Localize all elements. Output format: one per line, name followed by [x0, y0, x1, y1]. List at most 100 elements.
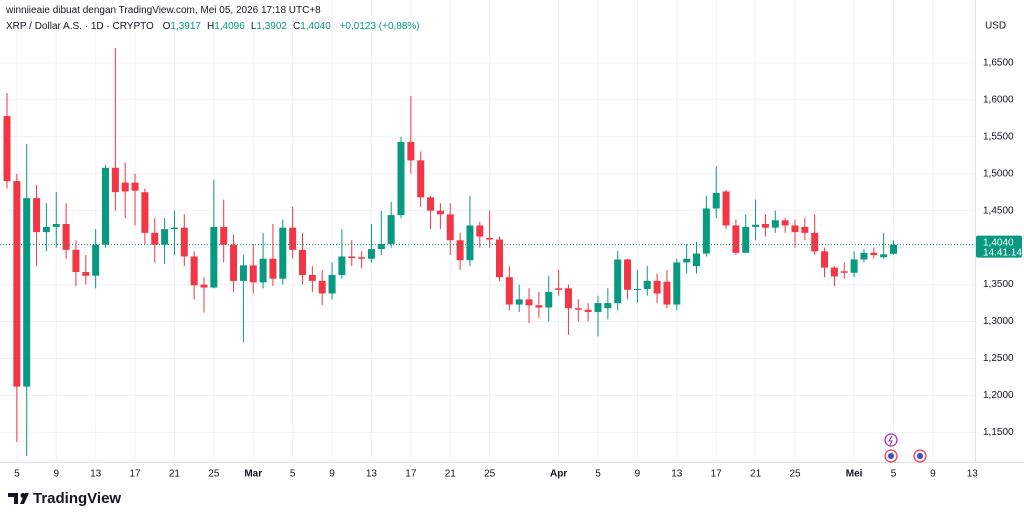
candle-body — [821, 251, 829, 268]
candle-body — [348, 256, 356, 258]
x-tick-label: 17 — [405, 469, 417, 480]
x-tick-label: 13 — [671, 469, 683, 480]
x-tick-label: 25 — [208, 469, 220, 480]
event-icon-glyph — [917, 453, 923, 459]
candles — [0, 48, 975, 457]
candle-body — [397, 141, 405, 216]
ohlc-item: O1,3917 — [163, 21, 201, 32]
candle-body — [614, 259, 622, 304]
candle-body — [190, 256, 198, 286]
candle-body — [752, 224, 760, 227]
candle-body — [505, 277, 513, 305]
axes: 1,15001,20001,25001,30001,35001,40001,45… — [14, 57, 1022, 479]
x-tick-label: 25 — [484, 469, 496, 480]
candle-body — [880, 254, 888, 258]
x-tick-label: 13 — [366, 469, 378, 480]
candle-body — [62, 223, 70, 250]
candle-body — [308, 274, 316, 281]
candle-body — [476, 225, 484, 237]
event-icon-glyph — [888, 435, 893, 446]
y-tick-label: 1,2500 — [983, 353, 1014, 364]
candle-body — [830, 267, 838, 277]
candle-body — [220, 226, 228, 245]
x-tick-label: 5 — [290, 469, 296, 480]
candle-body — [289, 227, 297, 250]
x-tick-label: 9 — [53, 469, 59, 480]
candle-body — [771, 220, 779, 228]
candle-body — [239, 265, 247, 281]
candle-body — [633, 289, 641, 291]
candle-body — [860, 252, 868, 260]
last-price-label: 1,4040 — [983, 237, 1014, 248]
candle-body — [151, 232, 159, 245]
candle-body — [781, 220, 789, 226]
ohlc-key: O — [162, 21, 171, 32]
candle-body — [466, 225, 474, 261]
candle-body — [890, 244, 897, 254]
candle-body — [249, 265, 257, 283]
y-tick-label: 1,2000 — [983, 390, 1014, 401]
last-price-tag — [976, 235, 1022, 258]
candle-body — [496, 239, 503, 278]
candle-body — [259, 258, 267, 283]
event-icon[interactable] — [884, 433, 898, 447]
candle-body — [180, 227, 188, 257]
x-tick-label: Mei — [846, 469, 863, 480]
candle-body — [102, 167, 109, 245]
candle-body — [161, 229, 169, 245]
candle-body — [358, 257, 366, 259]
candle-body — [328, 274, 336, 294]
candle-body — [269, 258, 277, 279]
candle-body — [604, 303, 612, 309]
candle-body — [170, 227, 178, 230]
x-tick-label: 17 — [129, 469, 141, 480]
ohlc-value: 1,4096 — [214, 21, 245, 32]
logo-icon — [20, 493, 26, 498]
y-tick-label: 1,6500 — [983, 57, 1014, 68]
candle-body — [545, 291, 553, 308]
candle-body — [318, 280, 326, 294]
candle-body — [801, 226, 809, 233]
ohlc-key: H — [206, 21, 215, 32]
candle-body — [742, 226, 750, 253]
x-tick-label: 9 — [930, 469, 936, 480]
candle-body — [3, 116, 11, 182]
candle-body — [367, 249, 375, 259]
logo[interactable]: TradingView — [8, 490, 121, 507]
x-tick-label: 5 — [14, 469, 20, 480]
y-tick-label: 1,5000 — [983, 168, 1014, 179]
candle-body — [141, 192, 149, 233]
y-tick-label: 1,3000 — [983, 316, 1014, 327]
candle-body — [525, 299, 533, 306]
ohlc-value: 1,3917 — [170, 21, 201, 32]
y-tick-label: 1,4500 — [983, 205, 1014, 216]
candle-body — [850, 259, 858, 273]
candle-body — [299, 249, 306, 275]
x-tick-label: Mar — [244, 469, 262, 480]
x-tick-label: Apr — [550, 469, 567, 480]
candle-body — [574, 308, 582, 310]
candle-body — [230, 244, 238, 281]
credit: winniieaie dibuat dengan TradingView.com… — [6, 5, 321, 16]
ohlc-item: C1,4040 — [293, 21, 331, 32]
candle-body — [702, 208, 710, 254]
candle-body — [446, 214, 454, 241]
x-tick-label: 21 — [169, 469, 181, 480]
event-icon-glyph — [888, 453, 894, 459]
candle-body — [673, 262, 681, 305]
x-tick-label: 13 — [90, 469, 102, 480]
ohlc-key: L — [250, 21, 257, 32]
candle-body — [338, 256, 346, 275]
ohlc: O1,3917 H1,4096 L1,3902 C1,4040 — [157, 21, 331, 32]
y-tick-label: 1,1500 — [983, 427, 1014, 438]
candle-body — [456, 240, 464, 261]
candle-body — [653, 280, 661, 294]
candle-body — [13, 181, 21, 387]
candle-body — [564, 288, 572, 309]
y-tick-label: 1,6000 — [983, 94, 1014, 105]
ohlc-item: L1,3902 — [251, 21, 287, 32]
candle-body — [624, 259, 632, 290]
candle-body — [52, 223, 60, 227]
candle-body — [131, 182, 139, 191]
